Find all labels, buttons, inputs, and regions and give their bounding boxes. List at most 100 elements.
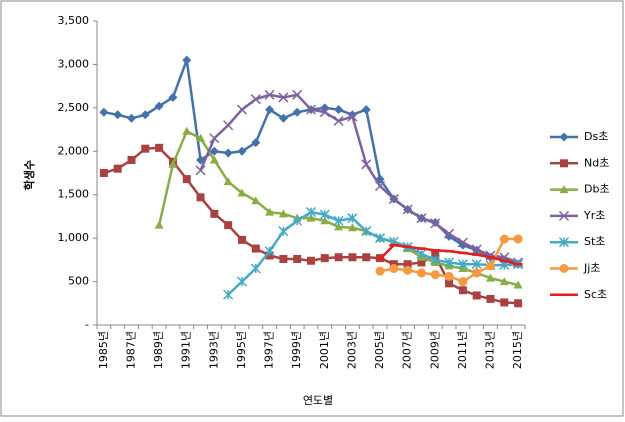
x-tick-label: 2013년 [483,331,496,369]
marker [278,209,288,218]
marker [499,277,509,286]
marker [196,133,206,142]
marker [154,220,164,229]
x-tick-label: 1989년 [152,331,165,369]
marker [361,105,371,115]
marker [389,264,399,274]
marker [278,226,289,237]
y-tick-label: 2,000 [58,144,90,157]
marker [209,155,219,164]
marker [559,264,569,273]
marker [224,221,233,230]
marker [444,228,455,239]
marker [375,266,385,276]
x-tick-label: 2003년 [345,331,358,369]
marker [347,213,358,224]
marker [182,55,192,65]
marker [236,104,247,115]
marker [223,177,233,186]
marker [251,138,261,148]
marker [361,226,372,237]
marker [403,260,412,269]
marker [334,105,344,115]
x-tick-label: 1987년 [125,331,138,369]
marker [319,107,330,118]
marker [362,253,371,262]
marker [127,155,136,164]
marker [236,276,247,287]
marker [430,218,441,229]
marker [237,188,247,197]
marker [155,143,164,152]
marker [472,291,481,300]
marker [250,263,261,274]
marker [278,113,288,123]
marker [127,113,137,123]
legend-label: Nd초 [584,156,609,169]
marker [471,259,482,270]
legend-label: Db초 [584,183,610,196]
marker [416,213,427,224]
marker [486,294,495,303]
marker [237,146,247,156]
marker [154,101,164,111]
y-tick-label: - [85,318,89,331]
marker [457,237,468,248]
marker [499,234,509,244]
legend-label: Ds초 [584,130,608,143]
y-tick-label: 3,500 [58,14,90,27]
marker [113,164,122,173]
marker [375,233,386,244]
marker [265,105,275,115]
marker [237,235,246,244]
marker [140,110,150,120]
marker [265,207,275,216]
marker [264,89,275,100]
marker [361,159,372,170]
marker [471,244,482,255]
marker [319,209,330,220]
x-tick-label: 2007년 [401,331,414,369]
marker [417,258,426,267]
marker [458,277,468,287]
marker [141,144,150,153]
x-tick-label: 1997년 [263,331,276,369]
marker [560,159,568,168]
marker [279,254,288,263]
marker [292,107,302,117]
marker [472,268,482,278]
marker [305,104,317,115]
x-tick-label: 2011년 [456,331,469,369]
marker [251,196,261,205]
marker [209,133,220,144]
marker [485,261,495,271]
marker [223,289,234,300]
marker [559,185,569,194]
marker [292,89,303,100]
marker [430,254,441,265]
marker [168,159,178,168]
x-tick-label: 1993년 [207,331,220,369]
marker [196,193,205,202]
marker [292,215,303,226]
marker [347,111,358,122]
marker [388,194,399,205]
marker [182,126,192,135]
x-tick-label: 1991년 [180,331,193,369]
legend-label: St초 [584,235,605,248]
marker [264,246,275,257]
x-tick-label: 1995년 [235,331,248,369]
legend-label: Yr초 [583,209,605,222]
marker [168,92,178,102]
marker [99,169,108,177]
marker [458,286,467,295]
marker [334,222,344,231]
y-tick-label: 1,000 [58,231,90,244]
marker [416,268,426,278]
marker [195,165,206,176]
marker [457,259,468,270]
marker [559,132,569,142]
marker [333,115,344,126]
marker [182,175,191,184]
